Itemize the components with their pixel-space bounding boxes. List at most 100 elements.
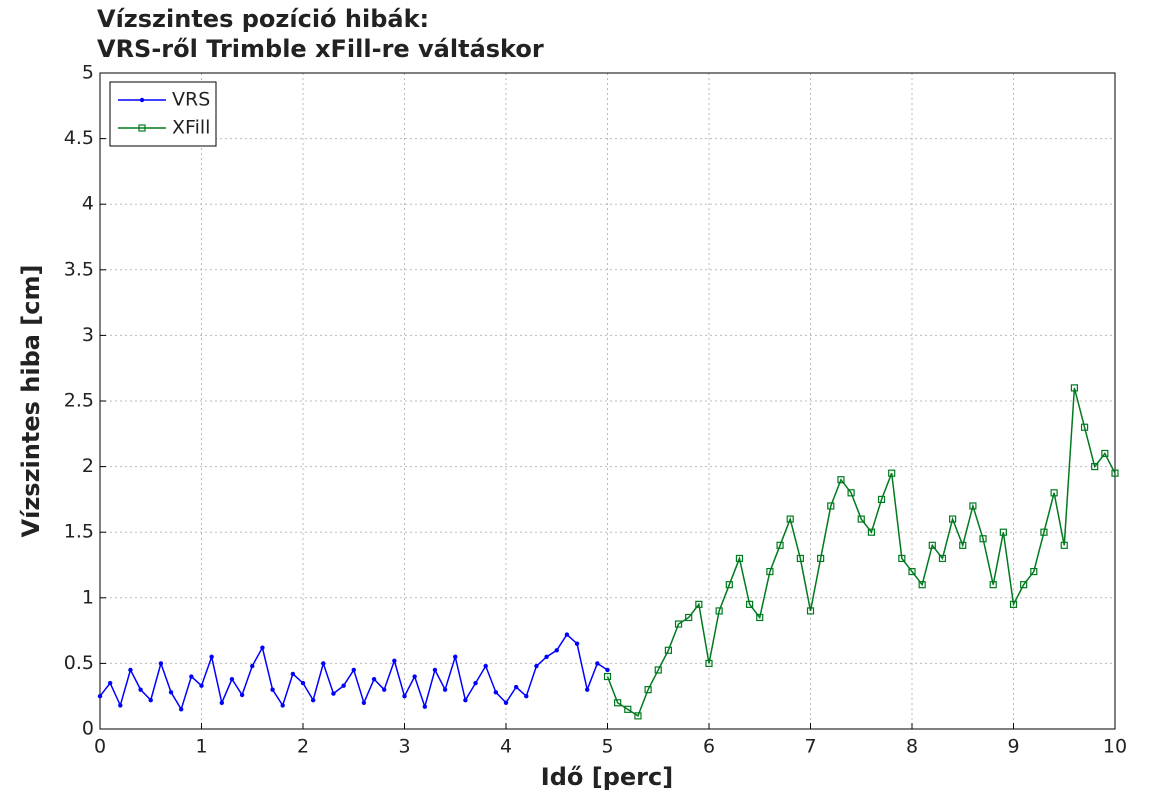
data-point: [128, 667, 133, 673]
data-point: [1040, 528, 1048, 536]
legend-label: VRS: [172, 89, 210, 111]
y-tick-label: 5: [82, 62, 94, 84]
data-point: [544, 654, 549, 660]
data-point: [595, 661, 600, 666]
data-point: [634, 712, 642, 720]
data-point: [341, 683, 346, 688]
data-point: [331, 691, 336, 696]
x-tick-label: 6: [703, 736, 715, 758]
chart-title: Vízszintes pozíció hibák:: [97, 5, 429, 33]
data-point: [300, 680, 306, 686]
data-point: [1050, 489, 1058, 497]
data-point: [270, 687, 275, 692]
data-point: [483, 663, 488, 669]
data-point: [776, 541, 784, 549]
data-point: [685, 613, 693, 622]
data-point: [796, 554, 804, 563]
data-point: [735, 554, 744, 563]
data-point: [189, 674, 194, 679]
data-point: [745, 600, 754, 608]
data-point: [1091, 463, 1099, 471]
data-point: [412, 674, 417, 679]
data-point: [1111, 469, 1119, 477]
data-point: [725, 581, 733, 589]
data-point: [827, 502, 835, 510]
x-tick-label: 8: [906, 736, 918, 758]
x-tick-label: 0: [94, 736, 106, 758]
data-point: [1060, 541, 1068, 549]
x-tick-label: 1: [195, 736, 207, 758]
data-point: [715, 607, 723, 615]
data-point: [250, 663, 255, 669]
x-tick-label: 9: [1007, 736, 1019, 758]
y-tick-label: 2.5: [64, 390, 94, 412]
y-tick-label: 4: [82, 193, 94, 215]
data-point: [705, 659, 713, 668]
data-point: [199, 683, 204, 688]
data-point: [513, 684, 519, 690]
data-point: [402, 694, 407, 699]
data-point: [118, 703, 123, 708]
data-point: [786, 515, 794, 523]
y-tick-label: 3.5: [64, 258, 94, 280]
y-tick-label: 3: [82, 324, 94, 346]
legend-marker: [139, 97, 145, 103]
plot-frame: [99, 72, 1116, 730]
y-tick-label: 2: [82, 455, 94, 477]
data-point: [179, 707, 184, 712]
data-point: [1070, 384, 1079, 392]
data-point: [877, 495, 886, 503]
data-point: [888, 469, 896, 477]
data-point: [290, 671, 296, 677]
data-point: [564, 632, 570, 637]
y-axis-label: Vízszintes hiba [cm]: [17, 265, 45, 538]
data-point: [898, 554, 906, 563]
data-point: [989, 581, 997, 589]
y-tick-label: 1.5: [64, 521, 94, 543]
data-point: [938, 554, 947, 563]
data-point: [260, 645, 265, 650]
data-point: [817, 554, 825, 563]
data-point: [585, 687, 590, 692]
data-point: [310, 697, 316, 703]
data-point: [695, 600, 703, 608]
data-point: [219, 700, 224, 705]
data-point: [107, 680, 113, 686]
data-point: [422, 704, 427, 709]
data-point: [605, 667, 610, 673]
data-point: [1080, 423, 1089, 431]
legend-marker: [138, 124, 146, 132]
data-point: [351, 667, 356, 673]
data-point: [1009, 600, 1018, 608]
x-axis-label: Idő [perc]: [541, 763, 673, 791]
data-point: [554, 648, 559, 653]
x-tick-label: 3: [398, 736, 410, 758]
data-point: [280, 703, 285, 708]
data-point: [524, 694, 529, 699]
data-point: [473, 680, 478, 686]
legend-label: XFill: [172, 117, 210, 139]
data-point: [371, 676, 377, 682]
x-tick-label: 7: [804, 736, 816, 758]
data-point: [1030, 567, 1038, 576]
data-point: [209, 654, 214, 660]
data-point: [999, 528, 1007, 536]
series-line: [606, 387, 1116, 718]
data-point: [97, 694, 103, 699]
data-point: [857, 515, 865, 523]
chart-title: VRS-ről Trimble xFill-re váltáskor: [97, 35, 544, 63]
data-point: [674, 620, 683, 628]
data-point: [664, 646, 673, 654]
data-point: [979, 535, 987, 543]
data-point: [806, 607, 815, 615]
data-point: [321, 661, 326, 666]
data-point: [392, 658, 397, 663]
data-point: [493, 690, 499, 695]
data-point: [837, 476, 845, 484]
data-point: [969, 502, 977, 510]
data-point: [503, 700, 509, 705]
x-tick-label: 5: [601, 736, 613, 758]
legend-box: [109, 81, 217, 147]
data-point: [453, 654, 458, 660]
